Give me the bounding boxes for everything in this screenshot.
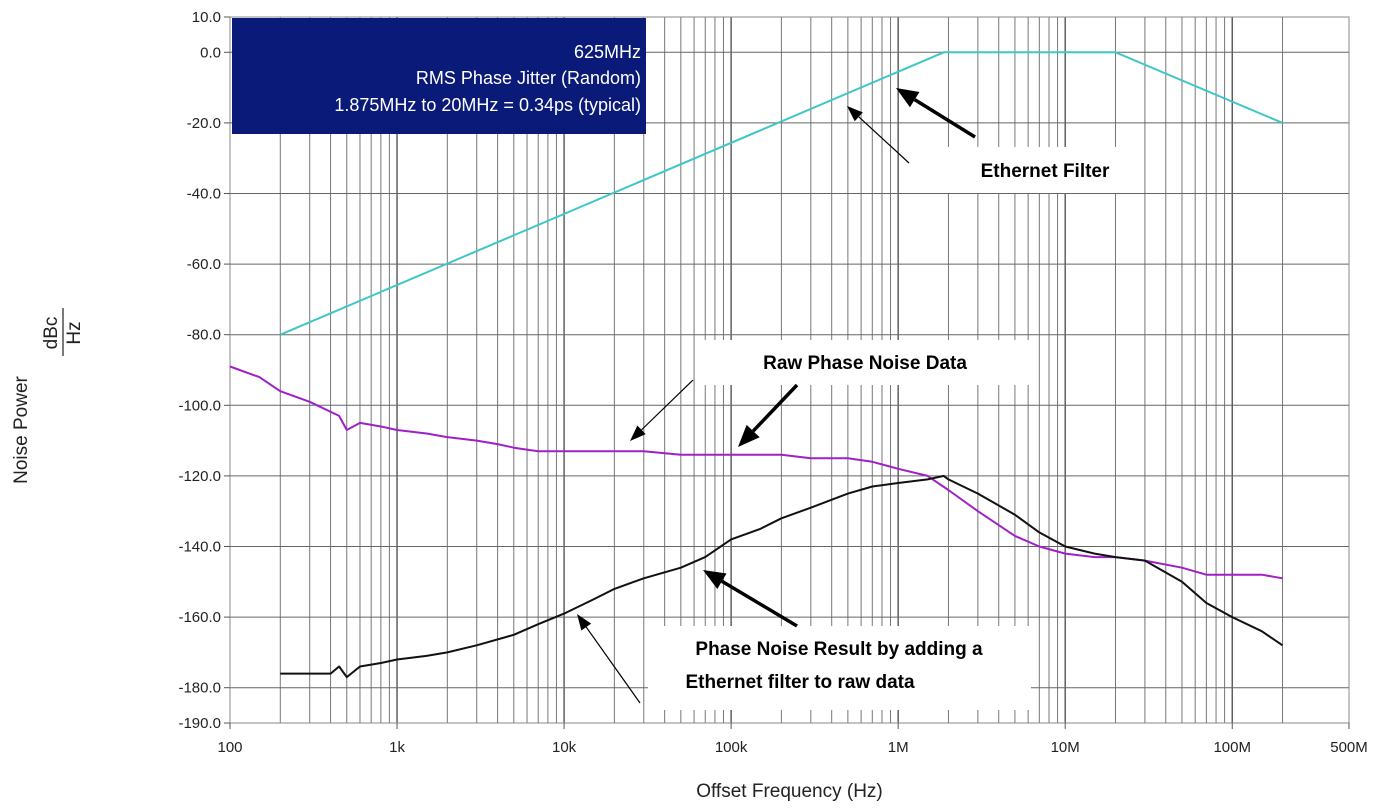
- series-ethernet-filter: [279, 51, 1283, 336]
- x-tick-label: 10M: [1051, 739, 1080, 756]
- x-tick-label: 500M: [1330, 739, 1368, 756]
- annotation-raw-phase-noise-text: Raw Phase Noise Data: [763, 353, 967, 374]
- annotation-arrow-head: [577, 614, 592, 631]
- x-tick-label: 100: [217, 739, 242, 756]
- y-tick-label: -180.0: [178, 680, 221, 697]
- x-tick-label: 1k: [389, 739, 405, 756]
- y-axis-unit-denominator: Hz: [64, 321, 85, 344]
- series-group: [229, 51, 1284, 679]
- y-tick-label: -40.0: [187, 186, 221, 203]
- x-tick-label: 1M: [888, 739, 909, 756]
- annotation-arrow-shaft: [641, 379, 694, 431]
- x-tick-label: 100k: [715, 739, 748, 756]
- annotation-phase-noise-result-text: Phase Noise Result by adding a: [695, 639, 983, 660]
- annotation-arrow-shaft: [858, 116, 910, 164]
- y-tick-label: -160.0: [178, 609, 221, 626]
- annotation-arrow-shaft: [913, 98, 976, 139]
- annotation-arrow-head: [630, 425, 646, 441]
- y-tick-label: -20.0: [187, 115, 221, 132]
- annotation-arrow-shaft: [721, 579, 798, 628]
- annotation-arrow-head: [738, 424, 760, 447]
- y-tick-label: -190.0: [178, 715, 221, 732]
- series-filtered-phase-noise: [280, 474, 1284, 679]
- y-axis-title: Noise Power: [11, 375, 32, 483]
- info-box-jitter-title: RMS Phase Jitter (Random): [416, 68, 641, 88]
- info-box: [232, 18, 646, 134]
- x-axis-title: Offset Frequency (Hz): [696, 781, 883, 802]
- annotation-ethernet-filter-text: Ethernet Filter: [981, 161, 1110, 182]
- y-tick-label: 0.0: [200, 44, 221, 61]
- y-tick-label: -120.0: [178, 468, 221, 485]
- annotation-arrow-head: [896, 88, 920, 108]
- y-axis: 10.0 0.0 -20.0 -40.0 -60.0 -80.0 -100.0 -120.0 -…: [178, 9, 230, 732]
- plot-frame: [229, 16, 1350, 724]
- grid: [230, 16, 1349, 723]
- y-tick-label: -60.0: [187, 256, 221, 273]
- y-tick-label: -140.0: [178, 539, 221, 556]
- info-box-frequency: 625MHz: [574, 42, 641, 62]
- y-tick-label: 10.0: [192, 9, 221, 26]
- annotation-ethernet-filter-box: [940, 147, 1140, 193]
- y-tick-label: -100.0: [178, 397, 221, 414]
- info-box-jitter-value: 1.875MHz to 20MHz = 0.34ps (typical): [334, 95, 641, 115]
- annotation-phase-noise-result-box: [648, 626, 1031, 710]
- annotation-arrow-shaft: [585, 626, 641, 704]
- annotations: Ethernet Filter Raw Phase Noise Data Phase…: [577, 88, 1140, 710]
- annotation-arrow-shaft: [751, 383, 799, 433]
- y-tick-label: -80.0: [187, 327, 221, 344]
- series-raw-phase-noise: [229, 365, 1283, 580]
- x-tick-label: 10k: [552, 739, 577, 756]
- annotation-raw-phase-noise-box: [700, 340, 1029, 385]
- x-axis: 100 1k 10k 100k 1M 10M 100M 500M: [217, 723, 1368, 756]
- y-axis-unit-numerator: dBc: [41, 317, 62, 350]
- annotation-arrow-head: [703, 570, 727, 589]
- x-tick-label: 100M: [1213, 739, 1251, 756]
- annotation-phase-noise-result-text: Ethernet filter to raw data: [685, 672, 915, 693]
- annotation-arrow-head: [847, 106, 863, 122]
